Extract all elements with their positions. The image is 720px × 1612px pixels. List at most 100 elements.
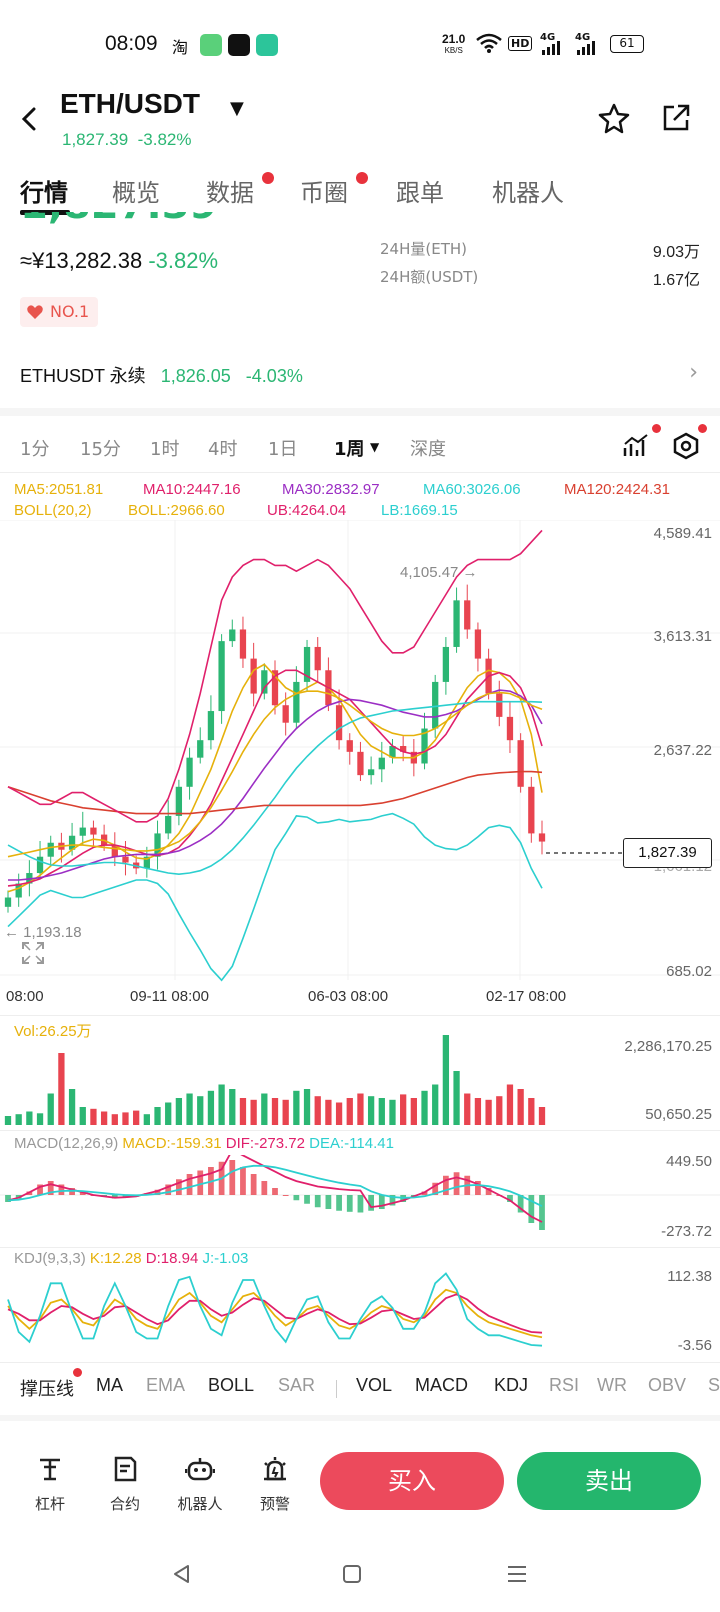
back-arrow-icon[interactable] [16, 105, 44, 133]
status-time: 08:09 [105, 32, 158, 55]
j-value: J:-1.03 [202, 1250, 249, 1267]
volume-bar-5 [58, 1053, 65, 1125]
volume-bar-10 [111, 1114, 118, 1125]
alarm-button[interactable]: 预警 [245, 1455, 305, 1513]
volume-bar-43 [464, 1093, 471, 1125]
indicator-macd[interactable]: MACD [415, 1375, 468, 1395]
timeframe-4h[interactable]: 4时 [208, 439, 238, 460]
indicator-more[interactable]: S [708, 1375, 720, 1395]
volume-legend: Vol:26.25万 [14, 1023, 92, 1040]
tab-robot[interactable]: 机器人 [492, 179, 564, 207]
volume-bar-44 [474, 1098, 482, 1125]
stat-value-turnover: 1.67亿 [652, 272, 700, 289]
timeframe-1m[interactable]: 1分 [20, 439, 50, 460]
pair-dropdown-icon[interactable]: ▼ [230, 98, 244, 119]
volume-bar-20 [218, 1084, 225, 1125]
candle-body-18 [197, 740, 204, 758]
timeframe-1h[interactable]: 1时 [150, 439, 180, 460]
indicator-wr[interactable]: WR [597, 1375, 627, 1395]
volume-bar-15 [165, 1102, 172, 1125]
indicator-sar[interactable]: SAR [278, 1375, 316, 1395]
volume-y-min: 50,650.25 [645, 1106, 712, 1123]
indicator-boll[interactable]: BOLL [208, 1375, 255, 1395]
candle-body-4 [47, 842, 54, 857]
k-value: K:12.28 [89, 1250, 142, 1267]
timeframe-15m[interactable]: 15分 [80, 439, 121, 460]
indicator-ema[interactable]: EMA [146, 1375, 186, 1395]
candle-body-3 [36, 856, 44, 874]
indicator-kdj[interactable]: KDJ [494, 1375, 529, 1395]
tab-community[interactable]: 币圈 [300, 179, 348, 207]
nav-menu-icon[interactable] [505, 1562, 529, 1586]
macd-bar-10 [111, 1195, 118, 1199]
rank-badge[interactable]: NO.1 [20, 297, 98, 327]
kdj-divider [0, 1247, 720, 1248]
volume-bar-46 [496, 1096, 503, 1125]
settings-hexagon-icon[interactable] [672, 432, 700, 460]
expand-icon[interactable] [20, 940, 46, 966]
candle-body-48 [517, 740, 524, 787]
chart-style-icon[interactable] [622, 432, 650, 460]
timeframe-dropdown-icon[interactable]: ▼ [370, 440, 380, 454]
tab-market[interactable]: 行情 [20, 179, 68, 207]
macd-bar-35 [378, 1195, 385, 1209]
macd-bar-44 [475, 1181, 481, 1195]
timeframe-depth[interactable]: 深度 [410, 439, 446, 460]
cny-change: -3.82% [148, 248, 219, 273]
tab-copy-trade[interactable]: 跟单 [396, 179, 444, 207]
macd-bar-30 [325, 1195, 332, 1209]
macd-bar-45 [485, 1188, 492, 1195]
volume-bar-38 [410, 1098, 417, 1125]
series-line-boll [7, 690, 543, 858]
macd-bar-23 [250, 1174, 257, 1195]
indicator-rsi[interactable]: RSI [549, 1375, 580, 1395]
indicator-obv[interactable]: OBV [648, 1375, 687, 1395]
candle-body-50 [538, 833, 546, 842]
indicator-vol[interactable]: VOL [356, 1375, 393, 1395]
candlestick-chart[interactable] [0, 520, 720, 1020]
kdj-chart [7, 1272, 543, 1347]
contract-icon [114, 1456, 137, 1482]
ma120-legend: MA120:2424.31 [564, 481, 670, 498]
volume-y-max: 2,286,170.25 [624, 1038, 712, 1055]
candle-body-8 [90, 827, 97, 835]
buy-button[interactable]: 买入 [320, 1452, 504, 1510]
macd-bar-26 [282, 1195, 289, 1196]
macd-bar-7 [79, 1191, 86, 1195]
candle-body-16 [175, 786, 183, 816]
taobao-icon: 淘 [172, 38, 189, 57]
favorite-star-icon[interactable] [598, 102, 630, 134]
tab-overview[interactable]: 概览 [112, 179, 160, 207]
macd-bar-22 [240, 1167, 246, 1195]
rank-badge-label: NO.1 [50, 302, 90, 321]
sell-button[interactable]: 卖出 [517, 1452, 701, 1510]
candle-body-17 [186, 757, 193, 787]
share-icon[interactable] [660, 102, 692, 134]
volume-bar-28 [303, 1089, 311, 1125]
macd-bar-4 [47, 1181, 54, 1195]
perpetual-row[interactable]: ETHUSDT 永续 1,826.05 -4.03% [20, 362, 303, 388]
hd-icon: HD [508, 36, 533, 51]
contract-button[interactable]: 合约 [95, 1455, 155, 1513]
timeframe-1d[interactable]: 1日 [268, 439, 298, 460]
macd-bar-14 [154, 1189, 161, 1195]
candle-body-43 [464, 600, 471, 630]
macd-bar-28 [304, 1195, 310, 1204]
volume-bar-30 [325, 1099, 332, 1125]
volume-bar-33 [357, 1093, 364, 1125]
leverage-button[interactable]: 杠杆 [20, 1455, 80, 1513]
timeframe-1w[interactable]: 1周 [334, 439, 365, 460]
chevron-right-icon[interactable]: › [689, 360, 698, 385]
volume-bar-9 [100, 1111, 108, 1125]
nav-home-icon[interactable] [340, 1562, 364, 1586]
kdj-d-line [7, 1293, 543, 1334]
nav-back-icon[interactable] [170, 1562, 194, 1586]
robot-button[interactable]: 机器人 [170, 1455, 230, 1513]
candle-body-21 [229, 629, 236, 642]
pair-title[interactable]: ETH/USDT [60, 88, 200, 119]
indicator-support-resistance[interactable]: 撑压线 [20, 1379, 74, 1399]
indicator-ma[interactable]: MA [96, 1375, 123, 1395]
tab-data[interactable]: 数据 [206, 179, 254, 207]
candle-body-29 [314, 646, 321, 671]
candle-body-37 [400, 746, 407, 752]
